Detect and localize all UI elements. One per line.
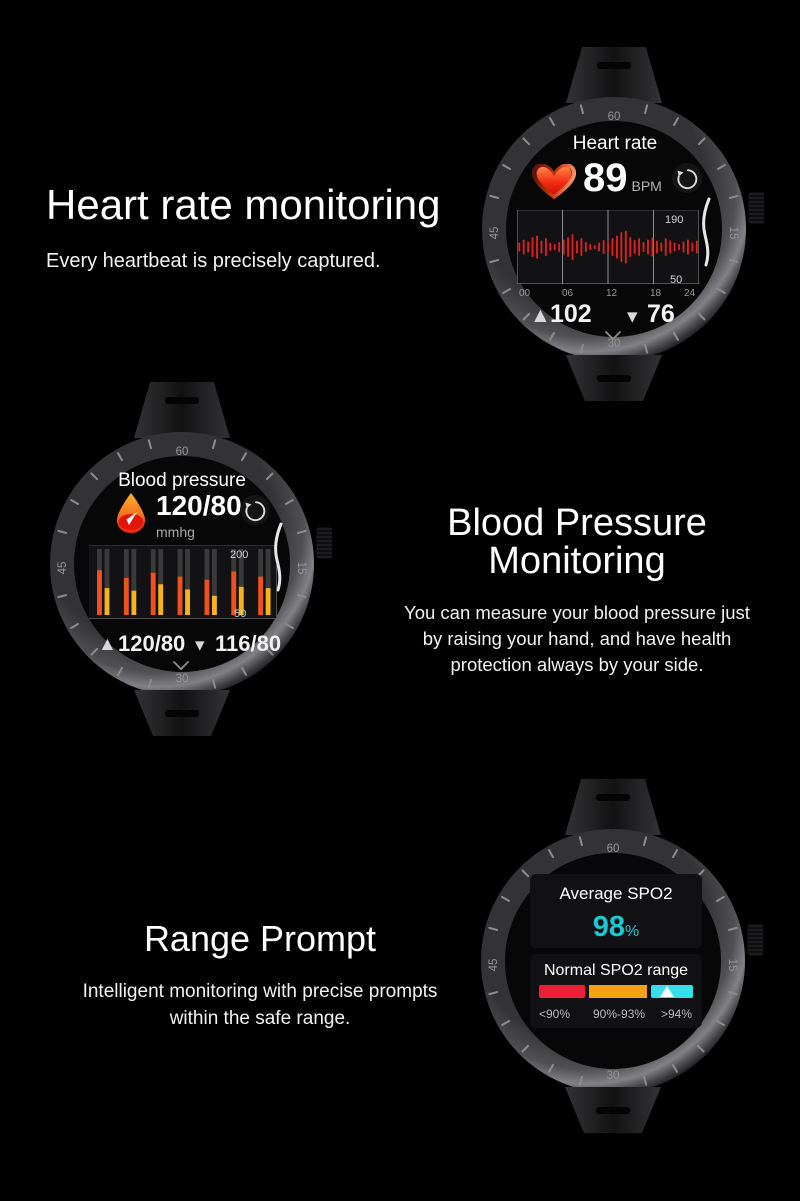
svg-text:30: 30 [607, 1070, 620, 1082]
svg-text:45: 45 [489, 227, 501, 240]
svg-text:30: 30 [176, 673, 189, 685]
svg-text:15: 15 [727, 227, 739, 240]
svg-text:60: 60 [607, 843, 620, 855]
svg-text:60: 60 [608, 111, 621, 123]
svg-text:45: 45 [488, 959, 500, 972]
svg-text:45: 45 [57, 562, 69, 575]
svg-text:60: 60 [176, 446, 189, 458]
svg-text:15: 15 [295, 562, 307, 575]
svg-text:15: 15 [726, 959, 738, 972]
